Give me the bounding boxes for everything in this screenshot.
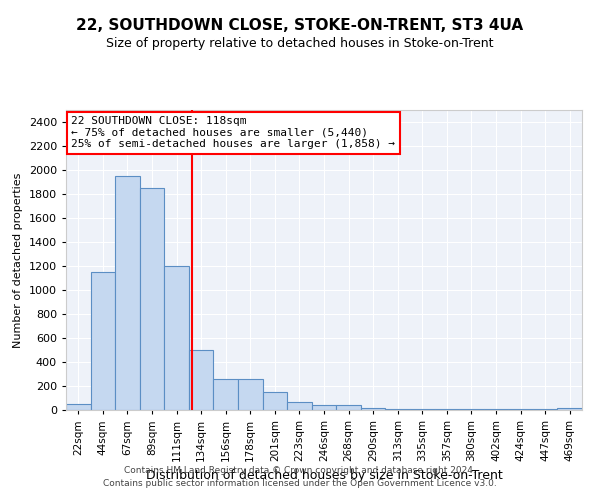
Bar: [66, 404, 91, 410]
Bar: [385, 409, 410, 410]
Bar: [214, 379, 238, 410]
Bar: [140, 188, 164, 410]
Bar: [91, 272, 115, 410]
Bar: [263, 392, 287, 410]
Text: Contains HM Land Registry data © Crown copyright and database right 2024.
Contai: Contains HM Land Registry data © Crown c…: [103, 466, 497, 487]
Bar: [164, 266, 189, 410]
Bar: [361, 408, 385, 410]
X-axis label: Distribution of detached houses by size in Stoke-on-Trent: Distribution of detached houses by size …: [146, 470, 502, 482]
Text: 22, SOUTHDOWN CLOSE, STOKE-ON-TRENT, ST3 4UA: 22, SOUTHDOWN CLOSE, STOKE-ON-TRENT, ST3…: [76, 18, 524, 32]
Bar: [312, 405, 336, 410]
Bar: [189, 350, 214, 410]
Bar: [115, 176, 140, 410]
Bar: [287, 402, 312, 410]
Bar: [557, 408, 582, 410]
Bar: [336, 405, 361, 410]
Bar: [238, 379, 263, 410]
Text: Size of property relative to detached houses in Stoke-on-Trent: Size of property relative to detached ho…: [106, 38, 494, 51]
Y-axis label: Number of detached properties: Number of detached properties: [13, 172, 23, 348]
Text: 22 SOUTHDOWN CLOSE: 118sqm
← 75% of detached houses are smaller (5,440)
25% of s: 22 SOUTHDOWN CLOSE: 118sqm ← 75% of deta…: [71, 116, 395, 149]
Bar: [410, 409, 434, 410]
